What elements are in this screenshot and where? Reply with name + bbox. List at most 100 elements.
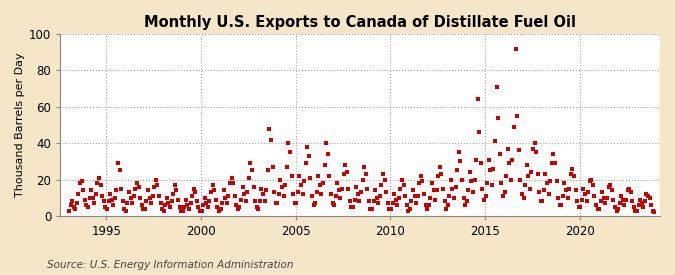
Point — [586, 177, 597, 182]
Point — [412, 194, 423, 198]
Point — [491, 84, 502, 89]
Point — [400, 194, 410, 198]
Point — [187, 194, 198, 198]
Point — [258, 192, 269, 196]
Point — [329, 203, 340, 207]
Point — [464, 170, 475, 174]
Point — [389, 192, 400, 196]
Point — [568, 174, 579, 178]
Point — [288, 192, 298, 196]
Point — [212, 205, 223, 209]
Point — [460, 203, 470, 207]
Point — [354, 199, 364, 204]
Text: Source: U.S. Energy Information Administration: Source: U.S. Energy Information Administ… — [47, 260, 294, 270]
Point — [514, 148, 524, 153]
Point — [422, 207, 433, 211]
Point — [394, 196, 404, 200]
Point — [157, 207, 167, 211]
Point — [269, 190, 279, 194]
Point — [154, 194, 165, 198]
Point — [606, 188, 617, 193]
Point — [211, 197, 221, 202]
Point — [627, 199, 638, 204]
Point — [572, 199, 583, 204]
Point — [403, 208, 414, 213]
Point — [558, 194, 568, 198]
Point — [356, 190, 367, 194]
Point — [78, 188, 88, 193]
Point — [349, 197, 360, 202]
Point — [253, 207, 264, 211]
Point — [332, 181, 343, 185]
Point — [254, 199, 265, 204]
Point — [299, 179, 310, 184]
Point — [480, 194, 491, 198]
Point — [68, 205, 79, 209]
Point — [533, 172, 543, 176]
Point — [421, 203, 431, 207]
Point — [559, 181, 570, 185]
Point — [311, 190, 322, 194]
Point — [277, 185, 288, 189]
Point — [507, 157, 518, 162]
Point — [469, 177, 480, 182]
Point — [375, 194, 385, 198]
Point — [624, 186, 634, 191]
Point — [179, 205, 190, 209]
Point — [204, 199, 215, 204]
Point — [192, 199, 202, 204]
Point — [437, 186, 448, 191]
Point — [330, 194, 341, 198]
Point — [193, 205, 204, 209]
Point — [441, 207, 452, 211]
Point — [215, 207, 226, 211]
Point — [133, 185, 144, 189]
Point — [272, 201, 283, 205]
Point — [521, 163, 532, 167]
Point — [70, 207, 81, 211]
Point — [575, 205, 586, 209]
Point — [119, 207, 130, 211]
Point — [305, 175, 316, 180]
Point — [455, 159, 466, 164]
Point — [591, 203, 601, 207]
Point — [101, 207, 112, 211]
Point — [616, 194, 626, 198]
Point — [344, 199, 355, 204]
Point — [220, 196, 231, 200]
Point — [130, 186, 140, 191]
Point — [201, 201, 212, 205]
Point — [619, 203, 630, 207]
Point — [270, 201, 281, 205]
Point — [430, 197, 441, 202]
Point — [392, 203, 402, 207]
Point — [333, 188, 344, 193]
Point — [290, 201, 300, 205]
Point — [526, 170, 537, 174]
Point — [297, 192, 308, 196]
Point — [549, 161, 560, 165]
Point — [379, 177, 390, 182]
Point — [442, 203, 453, 207]
Point — [296, 183, 306, 187]
Point — [81, 203, 92, 207]
Point — [92, 181, 103, 185]
Point — [597, 190, 608, 194]
Point — [556, 203, 567, 207]
Point — [132, 181, 142, 185]
Point — [280, 183, 291, 187]
Point — [128, 194, 139, 198]
Point — [634, 197, 645, 202]
Point — [402, 203, 412, 207]
Point — [135, 196, 146, 200]
Point — [357, 177, 368, 182]
Point — [264, 126, 275, 131]
Point — [570, 188, 581, 193]
Point — [315, 183, 325, 187]
Point — [585, 179, 595, 184]
Point — [99, 199, 109, 204]
Point — [184, 207, 194, 211]
Point — [109, 196, 120, 200]
Point — [185, 201, 196, 205]
Point — [436, 172, 447, 176]
